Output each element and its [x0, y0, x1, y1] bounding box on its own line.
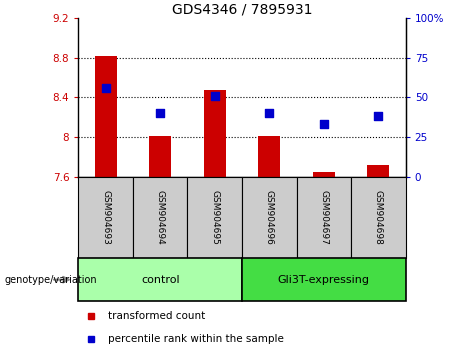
Point: [320, 121, 327, 127]
Bar: [313, 172, 335, 177]
Point: [375, 114, 382, 119]
Bar: [242, 177, 296, 258]
Text: control: control: [141, 275, 179, 285]
Point: [102, 85, 109, 91]
Text: GSM904696: GSM904696: [265, 190, 274, 245]
Bar: [188, 177, 242, 258]
Point: [266, 110, 273, 116]
Bar: [133, 177, 188, 258]
Bar: [242, 258, 406, 301]
Text: GSM904694: GSM904694: [156, 190, 165, 245]
Text: GSM904697: GSM904697: [319, 190, 328, 245]
Bar: [95, 56, 117, 177]
Point: [157, 110, 164, 116]
Bar: [78, 258, 242, 301]
Text: transformed count: transformed count: [108, 311, 205, 321]
Text: GSM904698: GSM904698: [374, 190, 383, 245]
Text: Gli3T-expressing: Gli3T-expressing: [278, 275, 370, 285]
Title: GDS4346 / 7895931: GDS4346 / 7895931: [172, 2, 312, 17]
Text: GSM904693: GSM904693: [101, 190, 110, 245]
Point: [211, 93, 219, 98]
Bar: [204, 90, 226, 177]
Bar: [258, 136, 280, 177]
Bar: [367, 165, 389, 177]
Text: percentile rank within the sample: percentile rank within the sample: [108, 334, 284, 344]
Bar: [296, 177, 351, 258]
Bar: [149, 136, 171, 177]
Bar: [351, 177, 406, 258]
Bar: [78, 177, 133, 258]
Text: GSM904695: GSM904695: [210, 190, 219, 245]
Text: genotype/variation: genotype/variation: [5, 275, 97, 285]
